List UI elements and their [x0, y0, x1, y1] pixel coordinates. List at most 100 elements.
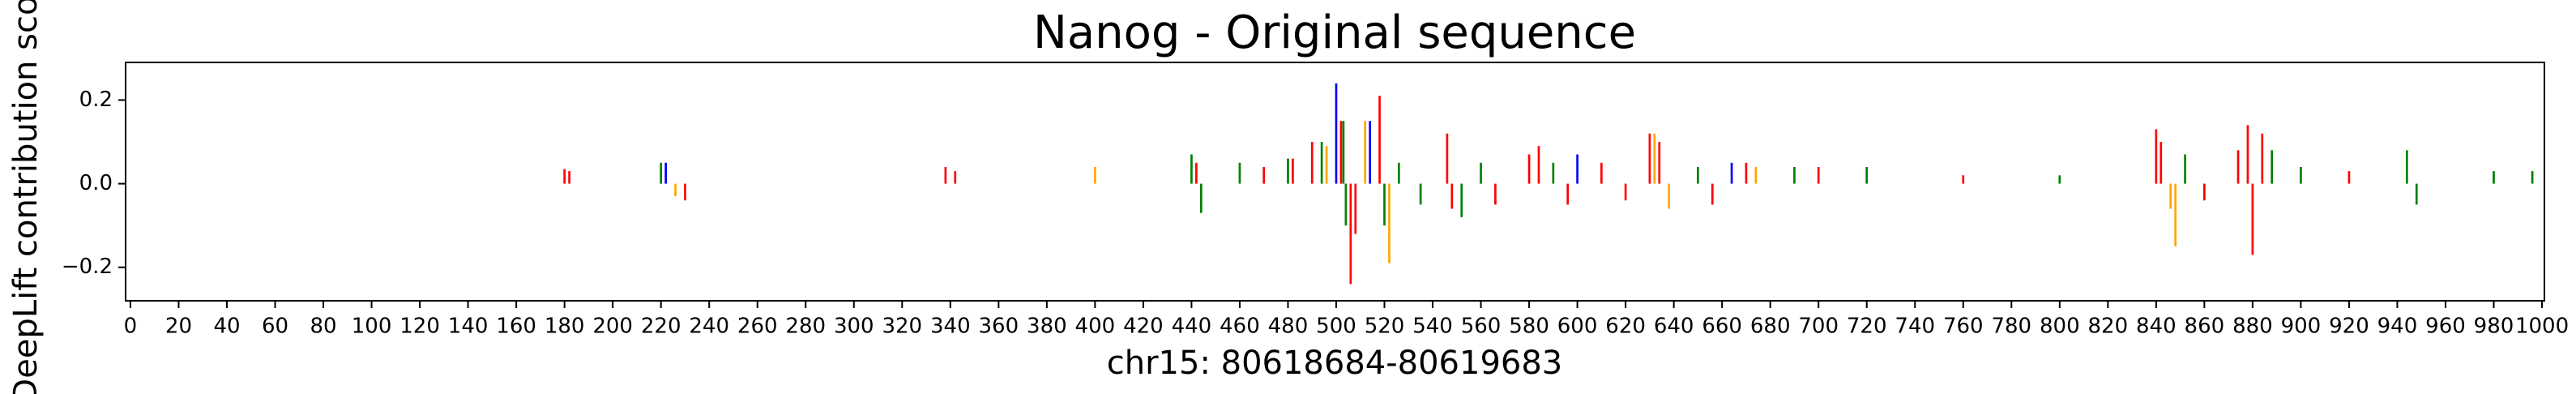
- x-tick-label: 320: [882, 315, 922, 339]
- x-tick-label: 920: [2329, 315, 2369, 339]
- contribution-bar: [2251, 183, 2254, 255]
- contribution-bar: [2159, 142, 2163, 184]
- contribution-bar: [1349, 183, 1352, 285]
- contribution-bar: [1378, 96, 1381, 184]
- x-tick-label: 480: [1268, 315, 1309, 339]
- x-tick-label: 940: [2377, 315, 2418, 339]
- x-tick-label: 80: [310, 315, 336, 339]
- x-tick-label: 300: [834, 315, 874, 339]
- contribution-bar: [2184, 154, 2186, 184]
- y-tick-label: 0.2: [79, 88, 113, 112]
- x-tick-label: 60: [262, 315, 288, 339]
- contribution-bar: [568, 171, 570, 184]
- x-tick-label: 200: [592, 315, 633, 339]
- x-tick-label: 660: [1702, 315, 1742, 339]
- x-tick-label: 500: [1316, 315, 1356, 339]
- contribution-bar: [2155, 129, 2158, 184]
- contribution-bar: [2415, 183, 2418, 205]
- contribution-bar: [2347, 171, 2351, 184]
- contribution-bar: [1344, 183, 1348, 226]
- contribution-bar: [1292, 158, 1294, 184]
- contribution-bar: [1668, 183, 1671, 209]
- x-tick-label: 220: [641, 315, 681, 339]
- x-tick-label: 380: [1027, 315, 1067, 339]
- contribution-bar: [1730, 162, 1733, 184]
- x-tick-label: 980: [2474, 315, 2514, 339]
- x-tick-label: 700: [1798, 315, 1839, 339]
- contribution-bar: [2169, 183, 2172, 209]
- contribution-bar: [1419, 183, 1422, 205]
- y-axis-label: DeepLift contribution score: [7, 0, 45, 394]
- x-tick-label: 720: [1847, 315, 1887, 339]
- x-tick-label: 420: [1123, 315, 1164, 339]
- x-tick-label: 20: [165, 315, 192, 339]
- contribution-bar: [1342, 121, 1345, 184]
- x-tick-label: 880: [2232, 315, 2273, 339]
- contribution-bar: [1094, 166, 1096, 184]
- contribution-bar: [1199, 183, 1203, 213]
- contribution-bar: [1195, 162, 1198, 184]
- contribution-bar: [1325, 146, 1328, 184]
- contribution-bar: [660, 162, 663, 184]
- contribution-bar: [563, 169, 566, 184]
- y-tick-label: 0.0: [79, 171, 113, 195]
- contribution-bar: [1335, 83, 1338, 184]
- contribution-bar: [674, 183, 677, 197]
- contribution-bar: [1287, 158, 1289, 184]
- x-tick-label: 580: [1509, 315, 1549, 339]
- contribution-bar: [2406, 150, 2408, 184]
- x-tick-label: 860: [2185, 315, 2225, 339]
- contribution-bar: [954, 171, 957, 184]
- contribution-bar: [1460, 183, 1463, 217]
- contribution-bar: [1364, 121, 1367, 184]
- axes-frame: [125, 62, 2545, 302]
- x-tick-label: 600: [1557, 315, 1598, 339]
- contribution-bar: [1600, 162, 1603, 184]
- contribution-bar: [2261, 133, 2264, 184]
- contribution-bar: [1754, 166, 1758, 184]
- x-tick-label: 180: [545, 315, 585, 339]
- x-tick-label: 520: [1365, 315, 1405, 339]
- contribution-bar: [2271, 150, 2274, 184]
- x-tick-label: 40: [213, 315, 240, 339]
- contribution-bar: [1320, 142, 1323, 184]
- x-tick-label: 680: [1750, 315, 1791, 339]
- contribution-bar: [1388, 183, 1391, 263]
- contribution-bar: [1494, 183, 1497, 205]
- contribution-bar: [2174, 183, 2177, 246]
- x-tick-label: 120: [399, 315, 440, 339]
- contribution-bar: [2203, 183, 2206, 201]
- x-tick-label: 340: [930, 315, 971, 339]
- contribution-bar: [1817, 166, 1820, 184]
- contribution-bar: [2236, 150, 2240, 184]
- x-tick-label: 460: [1220, 315, 1260, 339]
- contribution-bar: [2493, 171, 2495, 184]
- contribution-bar: [2531, 171, 2534, 184]
- contribution-bar: [1262, 166, 1266, 184]
- contribution-bar: [684, 183, 686, 201]
- x-axis-label: chr15: 80618684-80619683: [1107, 345, 1563, 382]
- x-tick-label: 900: [2281, 315, 2322, 339]
- x-tick-label: 780: [1991, 315, 2031, 339]
- contribution-bar: [1354, 183, 1357, 234]
- x-tick-label: 440: [1172, 315, 1212, 339]
- contribution-bar: [664, 162, 667, 184]
- x-tick-label: 840: [2136, 315, 2177, 339]
- x-tick-label: 760: [1943, 315, 1984, 339]
- x-tick-label: 560: [1461, 315, 1502, 339]
- x-tick-label: 360: [979, 315, 1019, 339]
- x-tick-label: 400: [1075, 315, 1116, 339]
- contribution-bar: [1624, 183, 1627, 201]
- x-tick-label: 800: [2040, 315, 2080, 339]
- x-tick-label: 0: [124, 315, 138, 339]
- contribution-bar: [944, 166, 947, 184]
- x-tick-label: 260: [737, 315, 778, 339]
- contribution-bar: [1450, 183, 1454, 209]
- contribution-bar: [1566, 183, 1570, 205]
- contribution-bar: [1446, 133, 1449, 184]
- contribution-bar: [2246, 125, 2249, 184]
- contribution-bar: [2058, 175, 2061, 184]
- contribution-bar: [1339, 121, 1343, 184]
- contribution-bar: [1383, 183, 1386, 226]
